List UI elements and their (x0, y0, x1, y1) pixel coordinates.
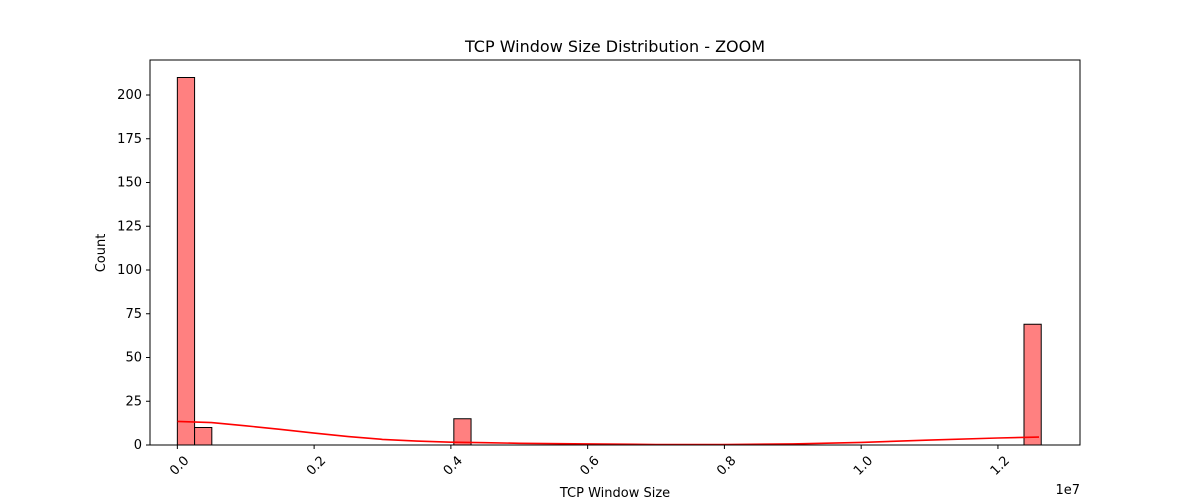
y-axis: 0 25 50 75 100 125 150 175 200 (117, 88, 150, 453)
histogram-bar (1023, 323, 1042, 446)
plot-area-frame (149, 59, 1081, 446)
y-tick-label: 75 (125, 307, 142, 322)
x-axis-label: TCP Window Size (559, 486, 670, 500)
y-tick-label: 200 (117, 88, 142, 103)
bars-layer (176, 77, 1042, 446)
y-tick-label: 0 (134, 438, 142, 453)
kde-curve (177, 420, 1040, 446)
y-tick-label: 175 (117, 132, 142, 147)
x-axis-offset-label: 1e7 (1055, 483, 1080, 498)
histogram-bar (453, 418, 472, 446)
chart-title: TCP Window Size Distribution - ZOOM (464, 37, 765, 56)
y-axis-label: Count (94, 234, 109, 273)
y-tick-label: 25 (125, 394, 142, 409)
histogram-bar (176, 77, 196, 446)
y-tick-label: 150 (117, 176, 142, 191)
histogram-bar (194, 427, 213, 446)
y-tick-label: 100 (117, 263, 142, 278)
y-tick-label: 50 (125, 351, 142, 366)
y-tick-label: 125 (117, 219, 142, 234)
kde-layer (177, 420, 1040, 446)
